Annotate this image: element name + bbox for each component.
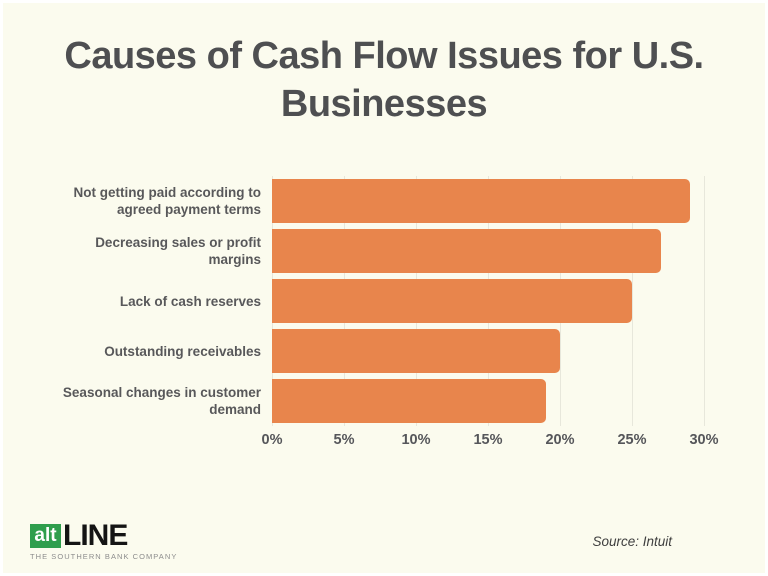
category-label-text: Seasonal changes in customer demand	[62, 385, 261, 417]
bar	[272, 229, 661, 273]
x-axis-ticks: 0% 5% 10% 15% 20% 25% 30%	[3, 432, 765, 456]
altline-logo-tagline: THE SOUTHERN BANK COMPANY	[30, 552, 178, 561]
bar-track	[272, 229, 765, 273]
chart-row: Lack of cash reserves	[3, 276, 765, 326]
category-label: Not getting paid according to agreed pay…	[3, 184, 262, 218]
chart-title-text: Causes of Cash Flow Issues for U.S. Busi…	[64, 35, 704, 125]
bar	[272, 279, 632, 323]
altline-logo-line-text: LINE	[63, 519, 128, 552]
x-tick-label: 30%	[689, 432, 719, 448]
category-label-text: Lack of cash reserves	[119, 293, 261, 309]
chart-row: Decreasing sales or profit margins	[3, 226, 765, 276]
gridline-30	[704, 176, 705, 426]
bar-track	[272, 379, 765, 423]
category-label-text: Outstanding receivables	[104, 343, 261, 359]
category-label: Decreasing sales or profit margins	[3, 234, 261, 268]
bar	[272, 179, 690, 223]
x-tick-label: 15%	[473, 432, 503, 448]
chart-rows: Not getting paid according to agreed pay…	[3, 176, 765, 426]
altline-logo-wordmark: alt LINE	[30, 519, 177, 552]
altline-logo-alt-box: alt	[30, 524, 61, 548]
category-label: Lack of cash reserves	[3, 293, 261, 310]
chart-row: Not getting paid according to agreed pay…	[3, 176, 765, 226]
category-label: Seasonal changes in customer demand	[3, 384, 261, 418]
gridline-25	[632, 176, 633, 426]
chart-row: Seasonal changes in customer demand	[3, 376, 765, 426]
bar	[272, 329, 560, 373]
x-tick-label: 0%	[261, 432, 283, 448]
x-tick-label: 20%	[545, 432, 575, 448]
chart-title: Causes of Cash Flow Issues for U.S. Busi…	[3, 32, 765, 128]
x-tick-label: 5%	[333, 432, 355, 448]
bar-track	[272, 279, 765, 323]
altline-logo: alt LINE THE SOUTHERN BANK COMPANY	[30, 519, 178, 561]
bar-track	[272, 329, 765, 373]
x-tick-label: 10%	[401, 432, 431, 448]
bar-chart: Not getting paid according to agreed pay…	[3, 176, 765, 456]
category-label: Outstanding receivables	[3, 343, 261, 360]
category-label-text: Decreasing sales or profit margins	[95, 235, 261, 267]
chart-row: Outstanding receivables	[3, 326, 765, 376]
source-attribution: Source: Intuit	[592, 534, 672, 549]
bar	[272, 379, 546, 423]
bar-track	[272, 179, 765, 223]
category-label-text: Not getting paid according to agreed pay…	[73, 185, 262, 217]
x-tick-label: 25%	[617, 432, 647, 448]
